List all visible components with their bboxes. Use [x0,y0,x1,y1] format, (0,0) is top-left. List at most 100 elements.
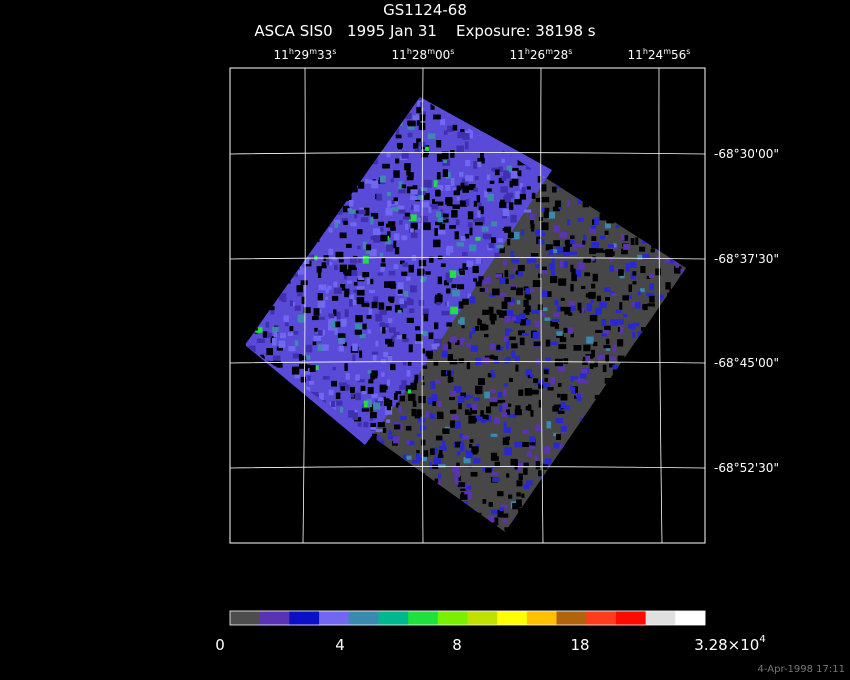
pixel [476,195,481,203]
pixel [373,296,379,304]
pixel [529,256,537,263]
pixel [443,130,448,135]
pixel [436,411,444,420]
ra-value: 00 [435,48,450,62]
pixel [470,345,479,352]
pixel [570,332,574,338]
grid-line [302,67,306,544]
pixel [458,358,465,364]
grid-line [229,257,706,260]
pixel [355,315,363,323]
pixel [370,422,377,431]
pixel [632,271,637,276]
pixel [343,273,348,280]
pixel [316,266,322,273]
pixel [508,377,513,382]
pixel [508,403,512,407]
pixel [581,285,586,289]
pixel [544,458,552,465]
grid-line [658,67,663,544]
pixel [376,436,382,442]
ra-labels: 11h29m33s 11h28m00s 11h26m28s 11h24m56s [274,47,691,62]
pixel [468,411,472,416]
pixel [434,341,440,347]
pixel [385,338,393,345]
pixel [422,201,430,208]
pixel [450,306,458,315]
pixel [416,138,421,145]
pixel [380,359,387,364]
pixel [577,302,582,311]
pixel [591,236,597,241]
pixel [406,167,411,176]
pixel [503,389,507,397]
pixel [434,228,438,236]
pixel [488,243,495,249]
pixel [550,276,558,284]
pixel [460,443,465,452]
pixel [453,190,460,196]
pixel [401,151,409,159]
pixel [361,391,367,395]
timestamp: 4-Apr-1998 17:11 [758,664,845,675]
pixel [388,296,395,302]
pixel [540,313,546,317]
pixel [416,120,421,126]
pixel [477,157,485,164]
pixel [525,288,530,295]
pixel [573,386,578,394]
pixel [331,380,337,387]
pixel [473,458,481,464]
pixel [541,290,548,297]
pixel [531,309,540,314]
pixel [436,172,441,180]
pixel [479,288,487,292]
pixel [405,425,412,431]
pixel [632,332,636,339]
pixel [504,194,512,199]
pixel [481,419,487,423]
colorbar-swatch [497,611,528,625]
pixel [492,288,500,296]
ra-value: 26 [530,48,545,62]
pixel [442,344,449,352]
label-text: 18 [570,636,589,654]
pixel [289,300,293,307]
colorbar-label: 18 [570,636,589,654]
ra-unit: h [525,47,530,56]
pixel [291,366,300,375]
pixel [529,436,536,443]
pixel [437,473,442,479]
pixel [510,286,516,291]
pixel [538,470,544,477]
pixel [379,175,386,183]
pixel [349,299,353,307]
pixel [380,266,385,272]
pixel [614,268,619,272]
pixel [272,338,277,346]
pixel [322,344,327,351]
pixel [590,225,597,230]
pixel [580,368,588,375]
pixel [503,336,508,342]
pixel [525,369,532,377]
pixel [634,302,641,309]
label-text: 0 [215,636,225,654]
pixel [563,358,569,364]
pixel [451,210,458,218]
pixel [398,181,403,188]
pixel [459,200,468,207]
grid-line [229,152,706,155]
pixel [406,176,414,181]
pixel [436,140,442,148]
pixel [377,422,385,428]
pixel [317,293,323,301]
pixel [280,332,286,339]
pixel [378,439,385,446]
pixel [418,259,427,267]
pixel [516,480,523,487]
pixel [480,410,484,417]
pixel [405,385,413,392]
pixel [570,283,574,292]
pixel [595,248,604,253]
